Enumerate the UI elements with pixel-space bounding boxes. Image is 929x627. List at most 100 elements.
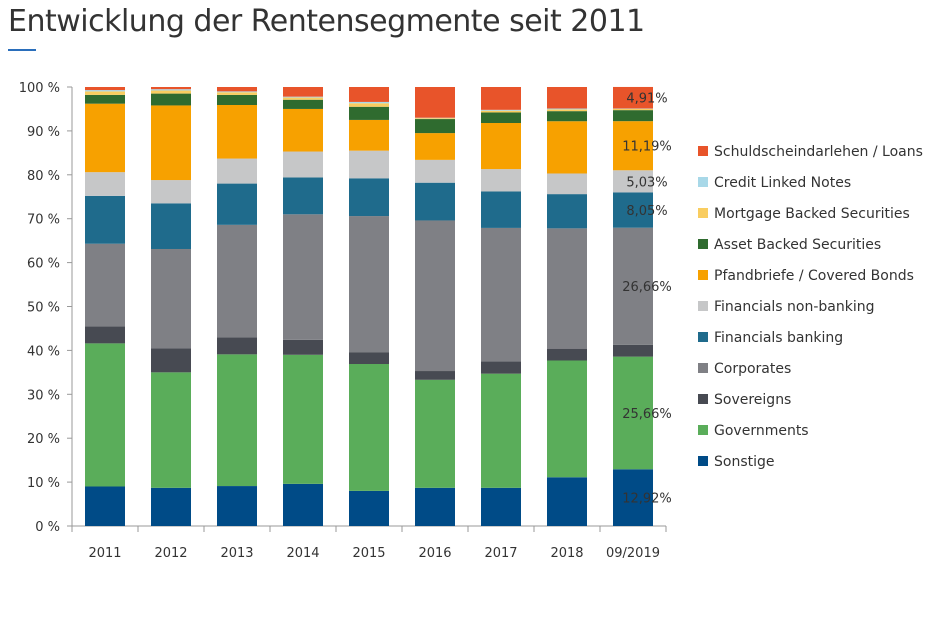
legend-label: Pfandbriefe / Covered Bonds xyxy=(714,268,914,284)
bar-segment xyxy=(217,337,257,355)
bar-segment xyxy=(85,91,125,95)
bar-segment xyxy=(85,172,125,196)
bar-segment xyxy=(613,356,653,470)
legend-swatch xyxy=(698,208,708,218)
y-tick-label: 90 % xyxy=(27,125,60,140)
bar-segment xyxy=(613,108,653,111)
y-tick-label: 60 % xyxy=(27,257,60,272)
legend-label: Financials banking xyxy=(714,330,843,346)
bar-segment xyxy=(613,121,653,171)
bar-segment xyxy=(613,170,653,193)
bar-segment xyxy=(547,477,587,526)
legend-swatch xyxy=(698,363,708,373)
bar-segment xyxy=(613,86,653,109)
bar-segment xyxy=(349,364,389,491)
x-axis: 2011 2012 2013 2014 2015 2016 2017 2018 09/2019 xyxy=(71,525,667,561)
bar-segment xyxy=(415,118,455,120)
bar-segment xyxy=(85,343,125,487)
bar-segment xyxy=(547,111,587,122)
legend-label: Corporates xyxy=(714,361,791,377)
legend-swatch xyxy=(698,301,708,311)
bar-segment xyxy=(283,99,323,109)
bar-segment xyxy=(217,92,257,95)
y-tick-label: 30 % xyxy=(27,388,60,403)
legend-label: Governments xyxy=(714,423,809,439)
data-label: 11,19% xyxy=(622,140,672,155)
bar-segment xyxy=(283,339,323,355)
bar-segment xyxy=(415,220,455,372)
bar-segment xyxy=(349,216,389,353)
bar-segment xyxy=(481,373,521,488)
bar-segment xyxy=(283,151,323,178)
bar-segment xyxy=(217,91,257,93)
bar-segment xyxy=(283,87,323,97)
bar-segment xyxy=(85,90,125,92)
bar-segment xyxy=(547,194,587,229)
legend-label: Mortgage Backed Securities xyxy=(714,206,910,222)
bar-segment xyxy=(151,93,191,106)
bar-segment xyxy=(547,360,587,478)
bar-segment xyxy=(151,248,191,349)
data-label: 12,92% xyxy=(622,492,672,507)
bar-segment xyxy=(547,228,587,349)
bar-segment xyxy=(283,177,323,215)
bar-segment xyxy=(217,183,257,225)
bar-segment xyxy=(85,243,125,327)
bar-segment xyxy=(217,158,257,184)
bar-segment xyxy=(415,133,455,160)
bar-segment xyxy=(349,150,389,179)
legend-label: Sovereigns xyxy=(714,392,791,408)
bar-segment xyxy=(349,352,389,365)
bar-segment xyxy=(547,108,587,110)
bar-segment xyxy=(151,487,191,526)
bar-segment xyxy=(283,96,323,98)
bar-segment xyxy=(349,87,389,102)
x-tick-label: 2011 xyxy=(88,546,121,561)
bar-segment xyxy=(415,159,455,183)
bar-segment xyxy=(481,122,521,170)
x-tick-label: 2018 xyxy=(550,546,583,561)
y-tick-label: 100 % xyxy=(19,81,60,96)
y-tick-label: 0 % xyxy=(35,520,60,535)
legend: Schuldscheindarlehen / Loans Credit Linke… xyxy=(698,144,923,470)
bar-segment xyxy=(283,97,323,100)
bar-segment xyxy=(481,169,521,192)
bar-segment xyxy=(415,379,455,488)
bar-segment xyxy=(481,109,521,111)
bar-segment xyxy=(151,203,191,249)
bar-segment xyxy=(481,361,521,374)
y-tick-label: 70 % xyxy=(27,213,60,228)
bar-segment xyxy=(85,326,125,344)
bar-segment xyxy=(151,87,191,90)
legend-label: Schuldscheindarlehen / Loans xyxy=(714,144,923,160)
y-tick-label: 40 % xyxy=(27,344,60,359)
y-tick-label: 10 % xyxy=(27,476,60,491)
page-title: Entwicklung der Rentensegmente seit 2011 xyxy=(8,4,645,39)
bar-segment xyxy=(481,487,521,526)
legend-swatch xyxy=(698,270,708,280)
bar-segment xyxy=(613,469,653,526)
bar-segment xyxy=(547,121,587,174)
legend-swatch xyxy=(698,146,708,156)
title-underline xyxy=(8,49,36,51)
bar-segment xyxy=(217,94,257,105)
bar-segment xyxy=(547,173,587,195)
bar-segment xyxy=(349,490,389,526)
bar-segment xyxy=(283,108,323,152)
data-label: 4,91% xyxy=(626,92,667,107)
bar-segment xyxy=(217,87,257,92)
legend-label: Sonstige xyxy=(714,454,775,470)
data-label: 8,05% xyxy=(626,204,667,219)
x-tick-label: 2013 xyxy=(220,546,253,561)
bar-segment xyxy=(349,119,389,151)
x-tick-label: 2017 xyxy=(484,546,517,561)
bar-segment xyxy=(415,182,455,221)
bar-segment xyxy=(415,371,455,380)
bar-segment xyxy=(613,227,653,345)
data-label: 5,03% xyxy=(626,175,667,190)
bar-segment xyxy=(613,110,653,122)
legend-label: Credit Linked Notes xyxy=(714,175,851,191)
legend-swatch xyxy=(698,456,708,466)
y-tick-label: 80 % xyxy=(27,169,60,184)
